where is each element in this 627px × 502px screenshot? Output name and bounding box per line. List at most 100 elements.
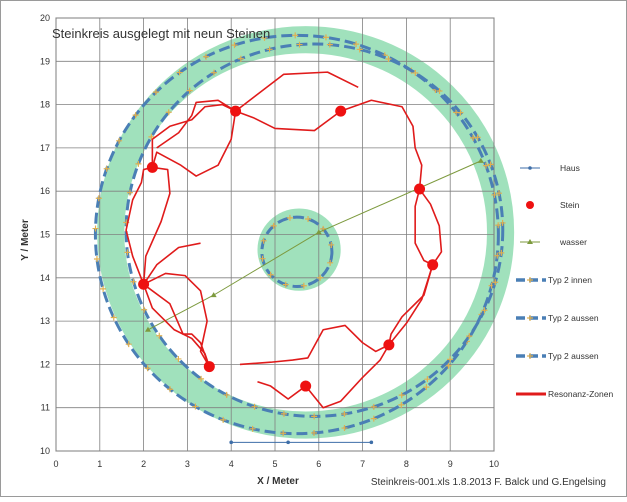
typ2-aussen-inner-circle-marker [356,46,363,53]
typ2-aussen-outer-circle-marker [311,429,318,436]
typ2-aussen-outer-circle-marker [92,225,99,232]
typ2-aussen-inner-circle-marker [210,69,217,76]
typ2-aussen-inner-circle-marker [165,109,172,116]
x-tick-label: 5 [272,459,277,469]
typ2-aussen-inner-circle-marker [251,403,258,410]
typ2-aussen-outer-circle-marker [495,222,502,229]
typ2-innen-circle-marker [327,259,334,266]
y-tick-label: 12 [40,359,50,369]
typ2-aussen-inner-circle-marker [457,109,464,116]
typ2-innen-circle-marker [270,222,277,229]
typ2-innen-circle-marker [267,271,274,278]
resonanz-path [239,324,390,366]
typ2-aussen-inner-circle-marker [280,410,287,417]
stein-point [300,380,312,392]
resonanz-path [156,99,237,149]
wasser-point [144,326,151,332]
typ2-aussen-inner-circle-marker [156,332,163,339]
typ2-innen-circle-marker [317,274,324,281]
typ2-aussen-outer-circle-marker [125,341,132,348]
stein-point [414,183,426,195]
typ2-aussen-outer-circle-marker [93,256,100,263]
typ2-aussen-outer-circle-marker [100,285,107,292]
haus-point [286,440,290,445]
legend-label: Typ 2 aussen [548,351,599,361]
wasser-point [315,229,322,235]
legend-label: Stein [560,200,580,210]
wasser-point [477,157,484,163]
typ2-aussen-outer-circle-marker [231,42,238,49]
typ2-aussen-inner-circle-marker [496,190,503,197]
resonanz-path [143,272,210,367]
typ2-aussen-inner-circle-marker [341,410,348,417]
legend-stein-marker [526,201,534,209]
legend-label: Typ 2 innen [548,275,592,285]
resonanz-path [142,284,211,367]
typ2-aussen-inner-circle-marker [296,41,303,48]
typ2-aussen-inner-circle-marker [498,249,505,256]
legend-haus-marker [528,166,532,170]
typ2-aussen-inner-circle-marker [186,87,193,94]
resonanz-path [340,99,423,190]
y-tick-label: 20 [40,13,50,23]
legend-label: Typ 2 aussen [548,313,599,323]
typ2-innen-circle-marker [282,281,289,288]
resonanz-path [125,166,153,285]
typ2-aussen-outer-circle-marker [280,430,287,437]
legend-label: Resonanz-Zonen [548,389,613,399]
haus-point [369,440,374,445]
typ2-innen-circle-marker [286,214,293,221]
x-tick-label: 9 [448,459,453,469]
stein-point [138,278,150,290]
wasser-line [147,160,482,331]
inner-zone [257,208,341,291]
typ2-aussen-inner-circle-marker [466,333,473,340]
typ2-aussen-outer-circle-marker [341,425,348,432]
typ2-aussen-inner-circle-marker [412,69,419,76]
typ2-aussen-outer-circle-marker [445,362,452,369]
typ2-aussen-inner-circle-marker [223,391,230,398]
typ2-innen-circle-marker [260,237,267,244]
legend-label: Haus [560,163,580,173]
x-tick-label: 2 [141,459,146,469]
resonanz-path [142,242,201,285]
typ2-aussen-inner-circle-marker [237,55,244,62]
typ2-aussen-outer-circle-marker [132,112,139,119]
typ2-aussen-inner-circle-marker [130,278,137,285]
typ2-aussen-inner-circle-marker [124,249,131,256]
typ2-aussen-outer-circle-marker [202,53,209,60]
typ2-aussen-outer-circle-marker [491,191,498,198]
x-tick-label: 8 [404,459,409,469]
legend-label: wasser [559,237,587,247]
y-tick-label: 10 [40,446,50,456]
x-tick-label: 0 [53,459,58,469]
x-tick-label: 3 [185,459,190,469]
typ2-aussen-outer-circle-marker [144,365,151,372]
typ2-aussen-inner-circle-marker [135,160,142,167]
x-axis-label: X / Meter [257,476,299,487]
typ2-aussen-inner-circle-marker [126,189,133,196]
typ2-aussen-inner-circle-marker [499,219,506,226]
typ2-aussen-outer-circle-marker [249,425,256,432]
x-tick-label: 10 [489,459,499,469]
typ2-aussen-outer-circle-marker [261,34,268,41]
typ2-aussen-inner-circle-marker [474,134,481,141]
typ2-aussen-outer-circle-marker [152,89,159,96]
resonanz-path [305,344,390,409]
typ2-aussen-inner-circle-marker [311,413,318,420]
y-tick-label: 15 [40,230,50,240]
typ2-aussen-inner-circle-marker [326,41,333,48]
y-tick-label: 11 [41,403,50,413]
typ2-aussen-outer-circle-marker [423,384,430,391]
typ2-innen-circle-marker [259,255,266,262]
haus-point [229,440,233,445]
typ2-aussen-outer-circle-marker [398,401,405,408]
typ2-aussen-inner-circle-marker [198,375,205,382]
resonanz-path [414,188,434,266]
typ2-innen-circle-marker [305,215,312,222]
y-axis-label: Y / Meter [20,219,31,261]
resonanz-path [142,166,171,285]
typ2-innen-circle-marker [300,282,307,289]
typ2-aussen-outer-circle-marker [494,252,501,259]
